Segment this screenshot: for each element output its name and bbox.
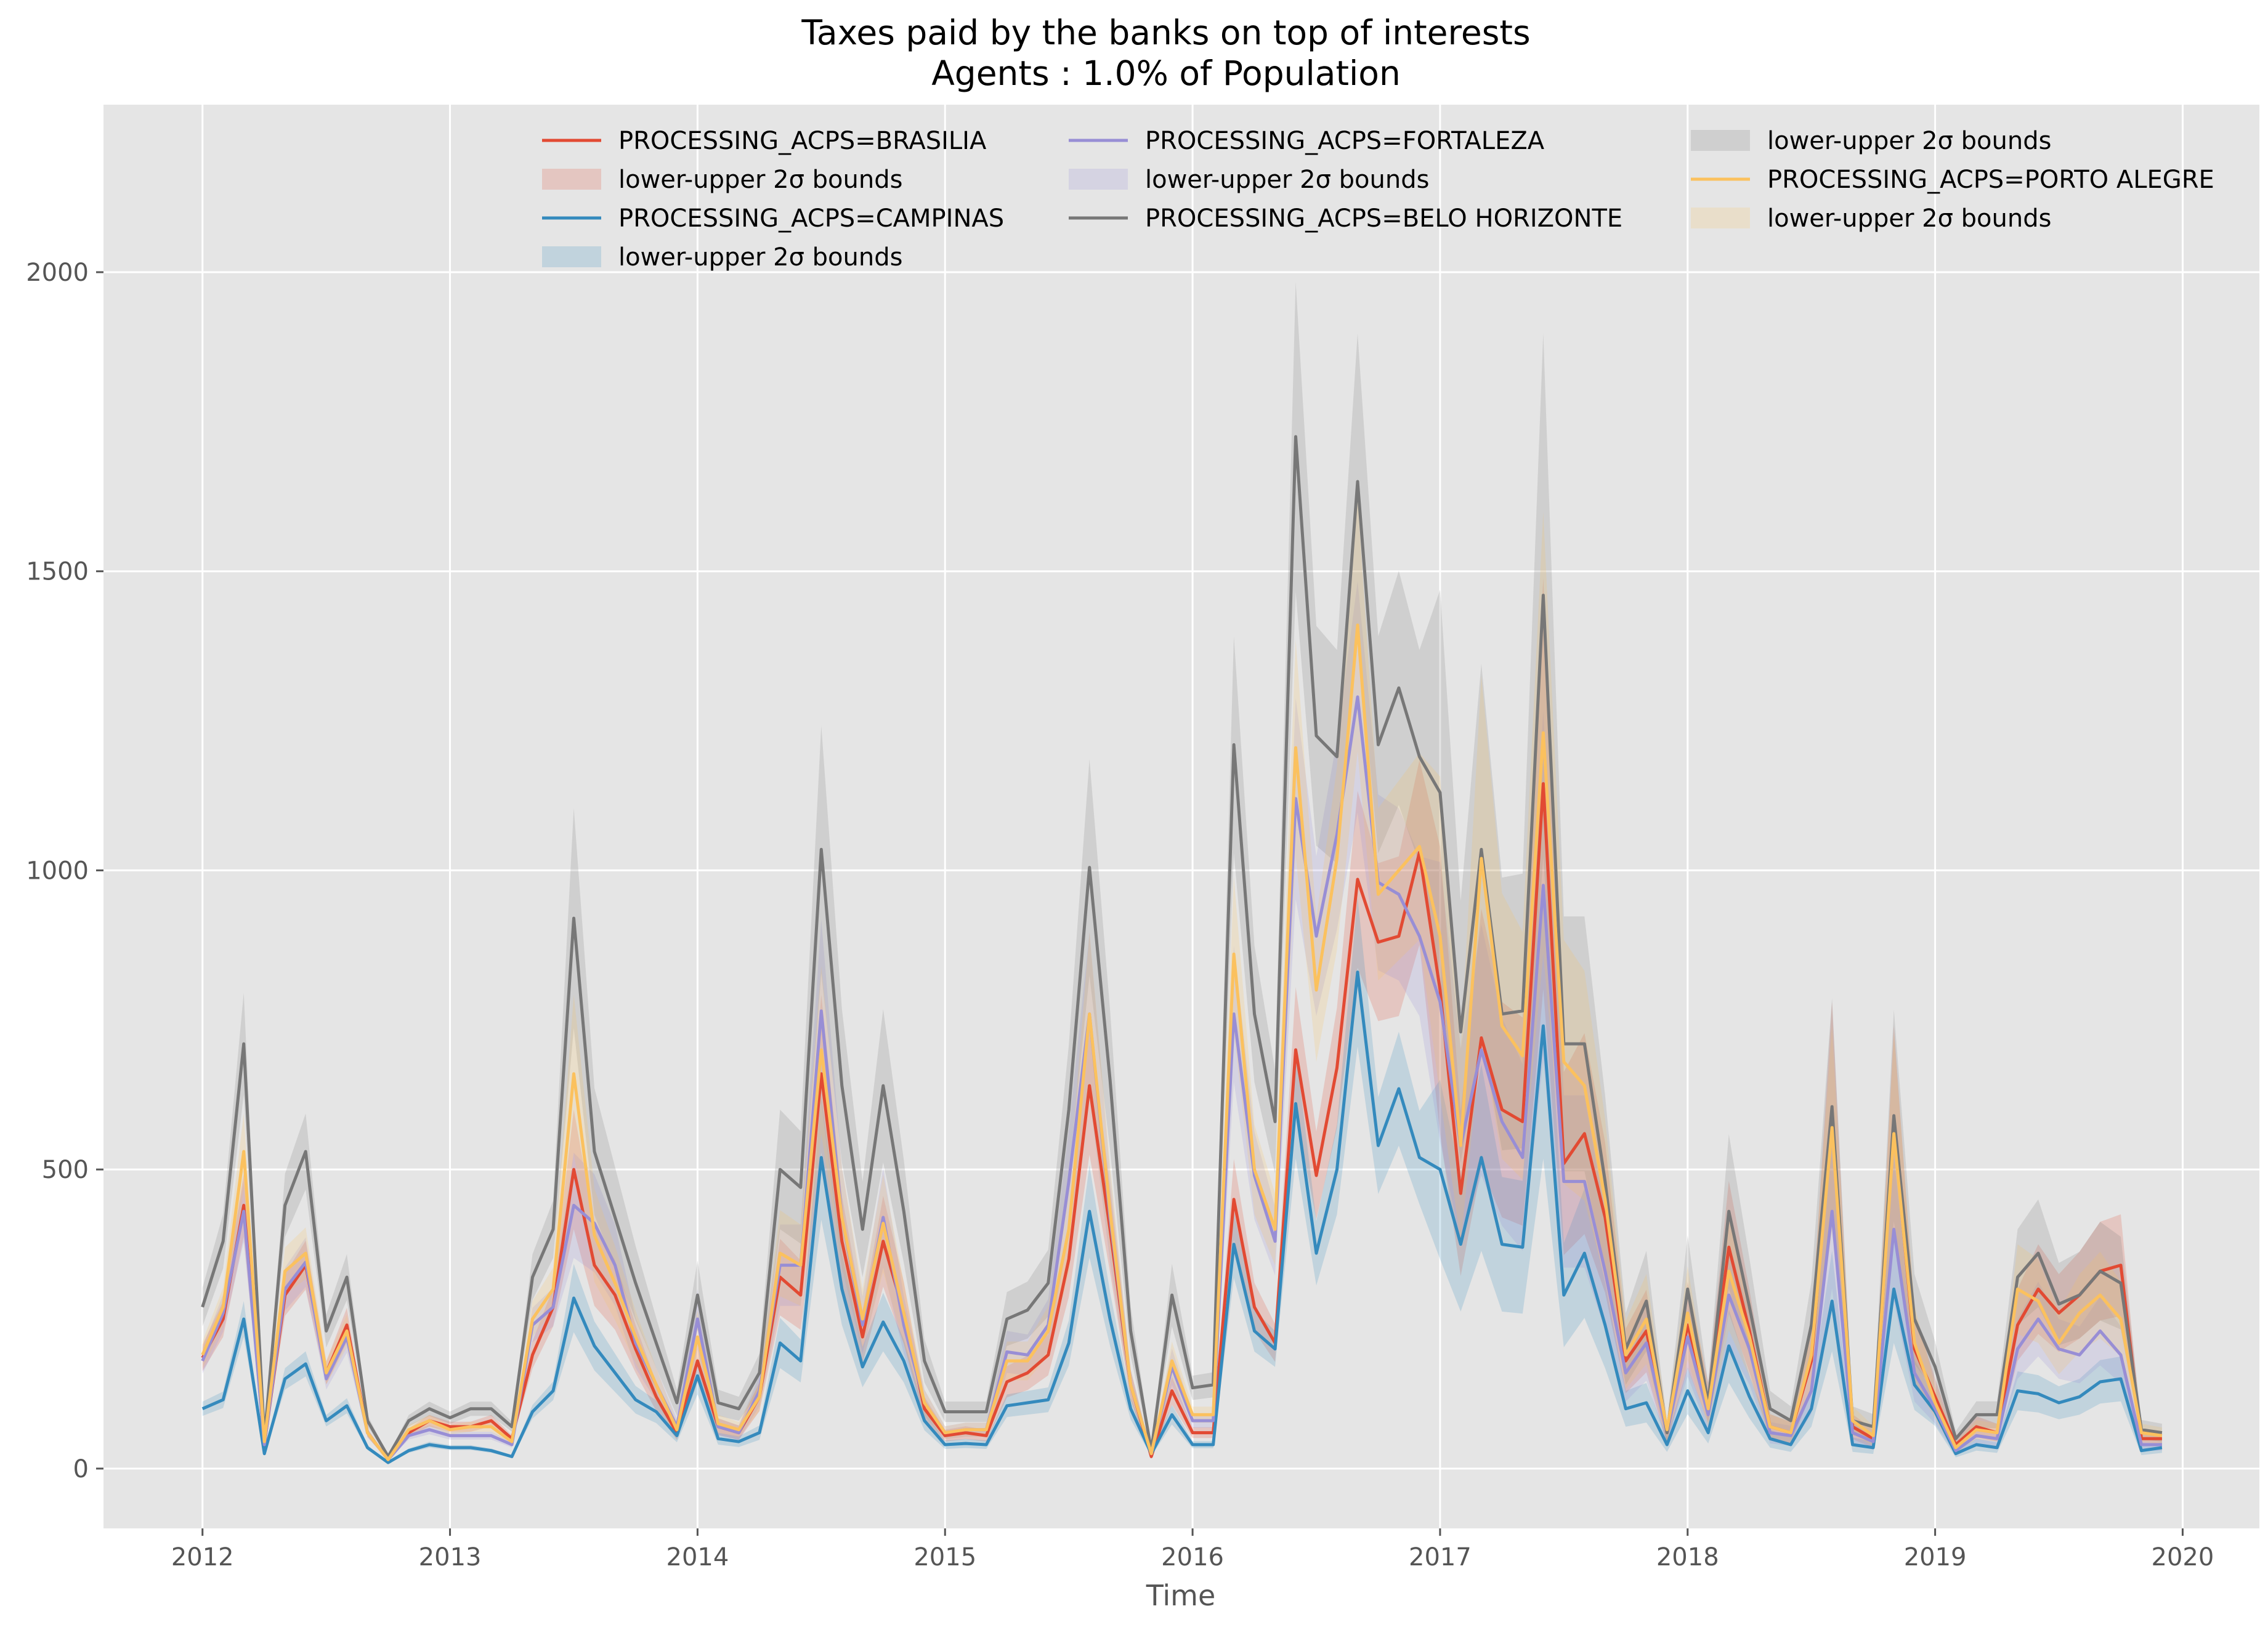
x-tick-label: 2012 [171,1543,234,1571]
legend-label: PROCESSING_ACPS=FORTALEZA [1145,127,1545,155]
legend-label: PROCESSING_ACPS=BRASILIA [618,127,987,155]
legend-band-swatch [1069,169,1128,190]
chart-title-line1: Taxes paid by the banks on top of intere… [801,13,1530,52]
legend-label: lower-upper 2σ bounds [618,166,902,194]
legend-band-swatch [1691,208,1750,228]
series-line [201,970,2163,1464]
chart-title-line2: Agents : 1.0% of Population [931,54,1401,93]
legend-band-swatch [1691,130,1750,151]
x-tick-label: 2020 [2152,1543,2214,1571]
plot-area [103,105,2259,1528]
legend-label: lower-upper 2σ bounds [1145,166,1429,194]
legend-label: PROCESSING_ACPS=CAMPINAS [618,204,1004,233]
x-axis-label: Time [1146,1579,1216,1612]
legend-label: PROCESSING_ACPS=BELO HORIZONTE [1145,204,1622,233]
legend-label: PROCESSING_ACPS=PORTO ALEGRE [1767,166,2214,194]
x-tick-label: 2013 [419,1543,482,1571]
x-tick-label: 2016 [1161,1543,1224,1571]
axis-ticks: 2012 2013 2014 2015 2016 2017 2018 2019 2020 0 500… [26,259,2214,1571]
legend-band-swatch [542,246,601,267]
y-tick-label: 2000 [26,259,89,287]
x-tick-label: 2014 [666,1543,729,1571]
y-tick-label: 1500 [26,558,89,586]
series-lines [201,435,2163,1464]
legend-label: lower-upper 2σ bounds [1767,204,2051,233]
y-tick-label: 1000 [26,857,89,885]
legend-label: lower-upper 2σ bounds [618,243,902,272]
x-tick-label: 2018 [1656,1543,1719,1571]
legend: PROCESSING_ACPS=BRASILIA lower-upper 2σ b… [542,127,2214,272]
series-line [201,623,2163,1461]
x-tick-label: 2019 [1904,1543,1967,1571]
x-tick-label: 2017 [1409,1543,1472,1571]
legend-label: lower-upper 2σ bounds [1767,127,2051,155]
y-tick-label: 500 [42,1156,89,1184]
x-tick-label: 2015 [913,1543,976,1571]
y-tick-label: 0 [73,1455,89,1483]
legend-band-swatch [542,169,601,190]
